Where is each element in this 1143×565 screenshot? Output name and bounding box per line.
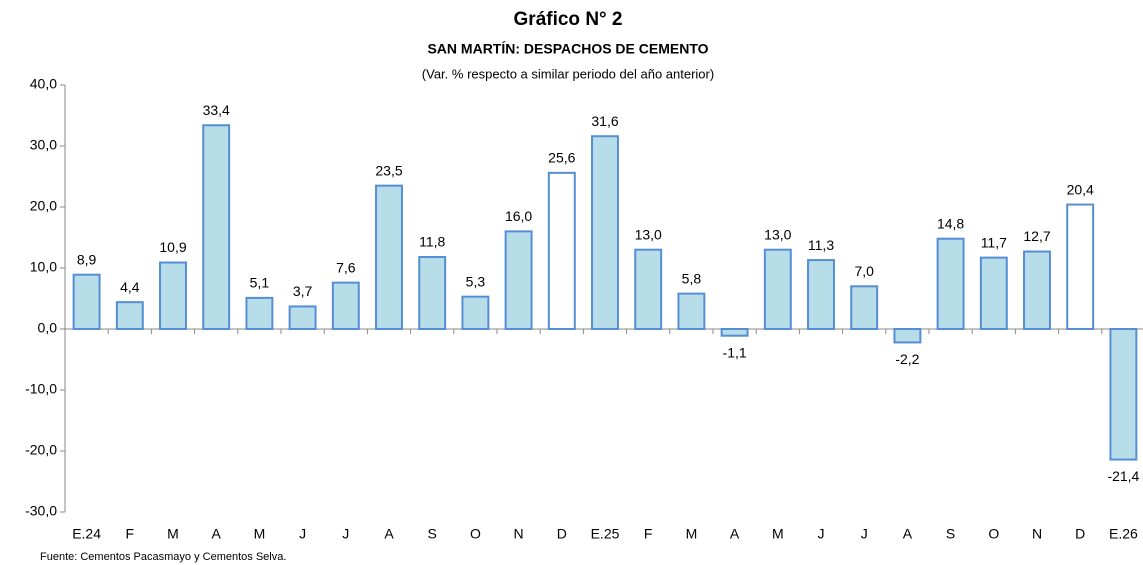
bar (677, 292, 706, 330)
x-tick-label: F (644, 526, 653, 542)
bar (763, 248, 792, 330)
bar (331, 281, 360, 331)
bar (634, 248, 663, 330)
x-tick-label: F (126, 526, 135, 542)
value-label: 10,9 (159, 239, 186, 255)
bar (504, 230, 533, 330)
bar (1023, 250, 1051, 330)
bar (850, 285, 879, 330)
value-label: 3,7 (293, 283, 313, 299)
y-tick-label: 40,0 (30, 76, 57, 92)
value-label: 8,9 (77, 251, 97, 267)
value-label: 33,4 (203, 102, 230, 118)
x-tick-label: A (903, 526, 913, 542)
value-label: 23,5 (375, 162, 402, 178)
bar (547, 171, 576, 330)
value-label: 11,7 (981, 234, 1007, 250)
x-tick-label: J (861, 526, 868, 542)
value-label: 5,3 (466, 273, 486, 289)
y-tick-label: 20,0 (30, 198, 57, 214)
value-label: 20,4 (1067, 181, 1094, 197)
bar (1066, 203, 1095, 330)
chart-note: (Var. % respecto a similar periodo del a… (422, 66, 714, 81)
value-label: -21,4 (1107, 468, 1139, 484)
y-tick-label: 10,0 (30, 259, 57, 275)
x-tick-label: M (686, 526, 698, 542)
x-tick-label: N (514, 526, 524, 542)
bar (1109, 328, 1138, 461)
value-label: 11,8 (419, 234, 445, 250)
value-label: 4,4 (120, 279, 140, 295)
bar (893, 328, 922, 344)
x-tick-label: J (342, 526, 349, 542)
bar (159, 261, 187, 331)
x-tick-label: A (212, 526, 222, 542)
x-tick-label: M (772, 526, 784, 542)
value-label: 7,6 (336, 259, 356, 275)
value-label: 5,8 (682, 270, 702, 286)
value-label: -2,2 (895, 351, 919, 367)
x-tick-label: S (428, 526, 437, 542)
x-tick-label: E.24 (72, 526, 101, 542)
x-tick-label: O (988, 526, 999, 542)
value-label: 11,3 (808, 237, 834, 253)
bar (202, 124, 231, 331)
bar (72, 273, 101, 330)
bar (936, 237, 965, 330)
chart-subtitle: SAN MARTÍN: DESPACHOS DE CEMENTO (427, 41, 708, 57)
x-tick-label: J (818, 526, 825, 542)
x-tick-label: N (1032, 526, 1042, 542)
bar (979, 256, 1008, 331)
value-label: 25,6 (548, 150, 575, 166)
x-tick-label: D (557, 526, 567, 542)
x-tick-label: O (470, 526, 481, 542)
x-tick-label: D (1075, 526, 1085, 542)
bar (375, 184, 403, 330)
y-tick-label: 30,0 (30, 137, 57, 153)
value-label: 7,0 (854, 263, 874, 279)
value-label: -1,1 (723, 344, 747, 360)
x-tick-label: A (730, 526, 740, 542)
x-tick-label: J (299, 526, 306, 542)
y-tick-label: -20,0 (25, 442, 57, 458)
x-tick-label: M (254, 526, 266, 542)
x-tick-label: E.26 (1109, 526, 1138, 542)
bar (807, 259, 835, 331)
value-label: 31,6 (591, 113, 618, 129)
value-label: 14,8 (937, 215, 964, 231)
x-tick-label: E.25 (591, 526, 620, 542)
y-tick-label: 0,0 (38, 320, 58, 336)
x-tick-label: M (167, 526, 179, 542)
bar (591, 135, 619, 330)
bar (245, 296, 274, 331)
value-label: 5,1 (250, 275, 270, 291)
x-tick-label: A (384, 526, 394, 542)
bar (115, 301, 144, 331)
bar (288, 305, 317, 330)
value-label: 16,0 (505, 208, 532, 224)
value-label: 13,0 (635, 226, 662, 242)
y-tick-label: -30,0 (25, 503, 57, 519)
source-note: Fuente: Cementos Pacasmayo y Cementos Se… (40, 551, 286, 563)
value-label: 13,0 (764, 226, 791, 242)
y-tick-label: -10,0 (25, 381, 57, 397)
bar (720, 328, 749, 337)
bar (418, 256, 447, 330)
x-tick-label: S (946, 526, 955, 542)
chart-title: Gráfico N° 2 (514, 9, 623, 30)
value-label: 12,7 (1023, 228, 1050, 244)
bar (461, 295, 490, 331)
